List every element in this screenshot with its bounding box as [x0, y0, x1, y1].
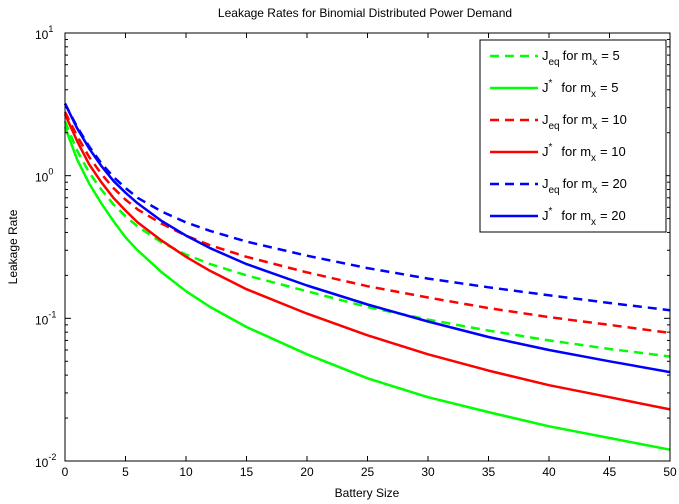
legend-superscript: * — [549, 206, 553, 217]
y-tick-label: 100 — [35, 167, 53, 185]
legend-text: for m — [561, 208, 591, 223]
legend-subscript-x: x — [591, 153, 596, 164]
series-line-2 — [63, 111, 671, 335]
x-tick-label: 50 — [663, 465, 677, 479]
series-line-5 — [63, 103, 671, 374]
legend-label-3: J* for mx = 10 — [542, 142, 626, 164]
legend-subscript: eq — [549, 185, 560, 196]
series-line-3 — [63, 113, 671, 411]
x-axis-label: Battery Size — [335, 486, 400, 500]
y-tick-exponent: -2 — [48, 452, 56, 462]
x-tick-label: 30 — [421, 465, 435, 479]
legend-value: = 10 — [601, 112, 627, 127]
legend-subscript-x: x — [592, 57, 597, 68]
series-line-1 — [63, 126, 671, 451]
x-tick-label: 10 — [179, 465, 193, 479]
legend-subscript-x: x — [592, 121, 597, 132]
legend-value: = 5 — [600, 80, 618, 95]
legend-subscript-x: x — [592, 185, 597, 196]
legend-superscript: * — [549, 78, 553, 89]
x-tick-label: 25 — [361, 465, 375, 479]
y-tick-base: 10 — [35, 313, 49, 327]
legend-symbol: J — [542, 48, 549, 63]
legend-symbol: J — [542, 208, 549, 223]
legend-superscript: * — [549, 142, 553, 153]
y-tick-label: 10-1 — [35, 309, 56, 327]
legend-subscript: eq — [549, 57, 560, 68]
y-tick-label: 101 — [35, 24, 53, 42]
legend-label-1: J* for mx = 5 — [542, 78, 618, 100]
legend-value: = 5 — [601, 48, 619, 63]
legend-text: for m — [561, 80, 591, 95]
y-tick-exponent: 1 — [48, 24, 53, 34]
legend-subscript-x: x — [591, 89, 596, 100]
series-layer — [63, 103, 671, 451]
legend-text: for m — [561, 144, 591, 159]
y-tick-base: 10 — [35, 28, 49, 42]
x-axis: 0 5 10 15 20 25 30 35 40 45 50 — [62, 33, 677, 479]
legend-text: for m — [563, 112, 593, 127]
x-tick-label: 20 — [300, 465, 314, 479]
legend-subscript-x: x — [591, 217, 596, 228]
x-tick-label: 45 — [603, 465, 617, 479]
legend-symbol: J — [542, 80, 549, 95]
series-line-0 — [63, 120, 671, 358]
legend-text: for m — [563, 48, 593, 63]
legend-value: = 20 — [600, 208, 626, 223]
y-tick-base: 10 — [35, 456, 49, 470]
chart-title: Leakage Rates for Binomial Distributed P… — [218, 6, 512, 20]
legend-symbol: J — [542, 176, 549, 191]
y-tick-exponent: 0 — [48, 167, 53, 177]
x-tick-label: 40 — [542, 465, 556, 479]
series-line-4 — [63, 103, 671, 312]
legend-value: = 10 — [600, 144, 626, 159]
legend-subscript: eq — [549, 121, 560, 132]
y-tick-label: 10-2 — [35, 452, 56, 470]
y-tick-base: 10 — [35, 171, 49, 185]
legend-label-5: J* for mx = 20 — [542, 206, 626, 228]
legend-symbol: J — [542, 112, 549, 127]
y-axis-label: Leakage Rate — [6, 209, 20, 284]
legend-symbol: J — [542, 144, 549, 159]
legend-box — [479, 39, 667, 233]
legend-label-4: Jeq for mx = 20 — [542, 176, 627, 196]
legend-value: = 20 — [601, 176, 627, 191]
legend-label-0: Jeq for mx = 5 — [542, 48, 620, 68]
legend-label-2: Jeq for mx = 10 — [542, 112, 627, 132]
y-tick-exponent: -1 — [48, 309, 56, 319]
legend-text: for m — [563, 176, 593, 191]
x-tick-label: 35 — [482, 465, 496, 479]
x-tick-label: 0 — [62, 465, 69, 479]
x-tick-label: 15 — [240, 465, 254, 479]
x-tick-label: 5 — [122, 465, 129, 479]
